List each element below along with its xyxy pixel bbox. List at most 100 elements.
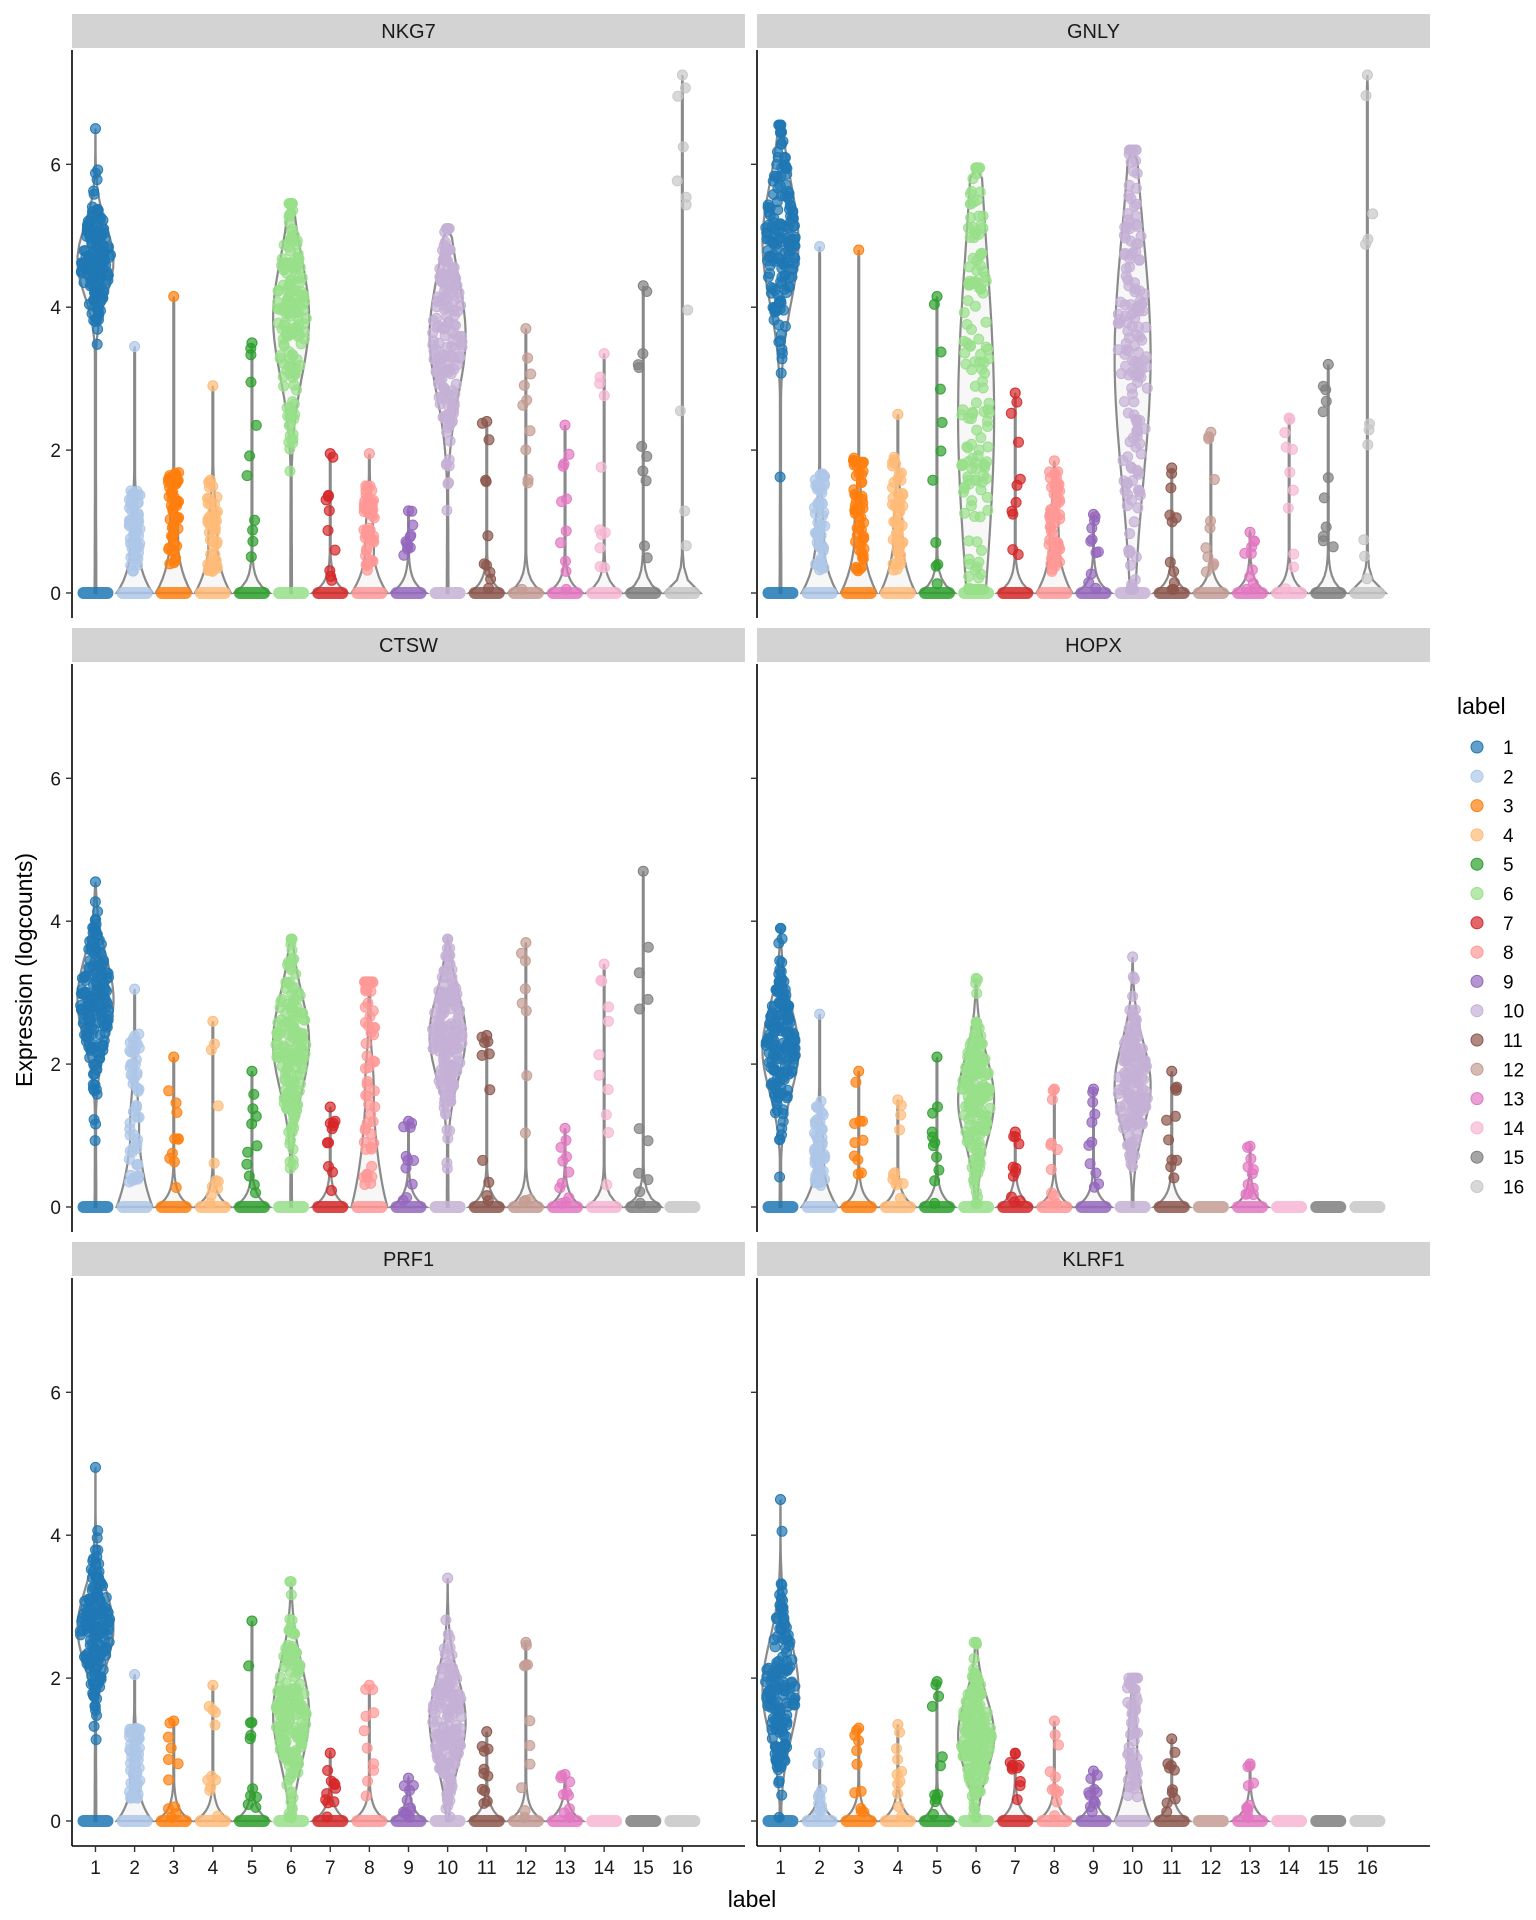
- data-point: [524, 1758, 536, 1770]
- panel-title: GNLY: [1067, 21, 1120, 43]
- data-point: [1083, 1139, 1095, 1151]
- legend-label: 5: [1503, 855, 1514, 876]
- max-point: [774, 119, 786, 131]
- data-point: [1161, 1806, 1173, 1818]
- data-point: [276, 1020, 288, 1032]
- violin-group: [308, 448, 352, 599]
- x-axis-title: label: [728, 1886, 777, 1912]
- data-point: [329, 544, 341, 556]
- violin-group: [993, 1747, 1037, 1827]
- data-point: [363, 1099, 375, 1111]
- data-point: [969, 1788, 981, 1800]
- legend-item: 10: [1470, 1002, 1524, 1023]
- x-tick-label: 13: [554, 1858, 575, 1879]
- data-point: [275, 349, 287, 361]
- data-point: [290, 1747, 302, 1759]
- data-point: [594, 542, 606, 554]
- y-tick-label: 0: [50, 1812, 61, 1833]
- violin-group: [270, 933, 312, 1213]
- max-point: [1009, 387, 1021, 399]
- data-point: [322, 525, 334, 536]
- data-point: [272, 296, 284, 308]
- data-point: [776, 1585, 788, 1597]
- data-point: [88, 979, 99, 991]
- data-point: [642, 941, 654, 953]
- data-point: [1322, 472, 1334, 484]
- data-point: [167, 530, 179, 542]
- data-point: [1131, 198, 1142, 210]
- data-point: [765, 1687, 777, 1699]
- violin-group: [876, 1719, 920, 1827]
- data-point: [209, 1719, 221, 1731]
- y-tick-label: 0: [50, 1198, 61, 1219]
- data-point: [400, 1162, 412, 1174]
- legend-item: 11: [1470, 1031, 1523, 1052]
- data-point: [602, 1015, 614, 1027]
- violin-group: [622, 865, 665, 1213]
- max-point: [246, 1615, 258, 1627]
- legend-item: 7: [1470, 914, 1514, 935]
- data-point: [1088, 1181, 1100, 1193]
- max-point: [970, 162, 982, 174]
- data-point: [1011, 396, 1023, 408]
- data-point: [967, 1139, 979, 1151]
- max-point: [1088, 1083, 1099, 1095]
- data-point: [849, 456, 860, 468]
- zero-points: [1192, 1814, 1229, 1827]
- data-point: [788, 251, 800, 263]
- zero-points: [664, 1814, 701, 1827]
- violin-group: [386, 1772, 431, 1827]
- data-point: [977, 1734, 989, 1746]
- x-tick-label: 13: [1239, 1858, 1260, 1879]
- data-point: [1084, 1158, 1096, 1170]
- data-point: [1130, 1024, 1142, 1036]
- data-point: [207, 1704, 219, 1716]
- data-point: [927, 1140, 939, 1152]
- data-point: [440, 1107, 452, 1119]
- data-point: [556, 496, 568, 508]
- zero-points: [194, 586, 231, 599]
- data-point: [980, 316, 992, 328]
- data-point: [519, 1127, 531, 1139]
- data-point: [278, 319, 290, 331]
- data-point: [1117, 455, 1129, 466]
- data-point: [286, 1126, 298, 1138]
- data-point: [125, 1792, 137, 1804]
- data-point: [1051, 1796, 1063, 1808]
- x-tick-label: 10: [1122, 1858, 1143, 1879]
- data-point: [519, 983, 531, 995]
- data-point: [89, 924, 101, 936]
- data-point: [1129, 1004, 1141, 1016]
- data-point: [773, 1746, 785, 1758]
- data-point: [326, 1185, 337, 1196]
- data-point: [284, 1613, 296, 1625]
- violin-group: [543, 419, 587, 599]
- data-point: [1358, 534, 1370, 546]
- x-tick-label: 12: [515, 1858, 536, 1879]
- legend-label: 2: [1503, 767, 1514, 788]
- max-point: [363, 1679, 375, 1691]
- data-point: [775, 328, 787, 340]
- data-point: [561, 1151, 572, 1163]
- data-point: [368, 1764, 379, 1776]
- data-point: [83, 222, 95, 234]
- data-point: [1128, 516, 1140, 528]
- zero-points: [1153, 1814, 1190, 1827]
- data-point: [555, 537, 567, 549]
- data-point: [165, 1742, 177, 1754]
- data-point: [293, 1053, 305, 1065]
- data-point: [360, 1038, 372, 1050]
- data-point: [849, 1787, 861, 1799]
- y-axis-title: Expression (logcounts): [11, 853, 37, 1087]
- legend-item: 12: [1470, 1060, 1524, 1081]
- data-point: [811, 483, 823, 495]
- data-point: [560, 565, 572, 577]
- data-point: [1053, 1739, 1064, 1751]
- max-point: [892, 408, 904, 420]
- data-point: [1086, 1116, 1098, 1128]
- data-point: [1170, 1084, 1182, 1096]
- data-point: [812, 1809, 824, 1821]
- data-point: [483, 582, 495, 594]
- violin-group: [308, 1101, 352, 1213]
- y-tick-label: 4: [50, 1526, 61, 1547]
